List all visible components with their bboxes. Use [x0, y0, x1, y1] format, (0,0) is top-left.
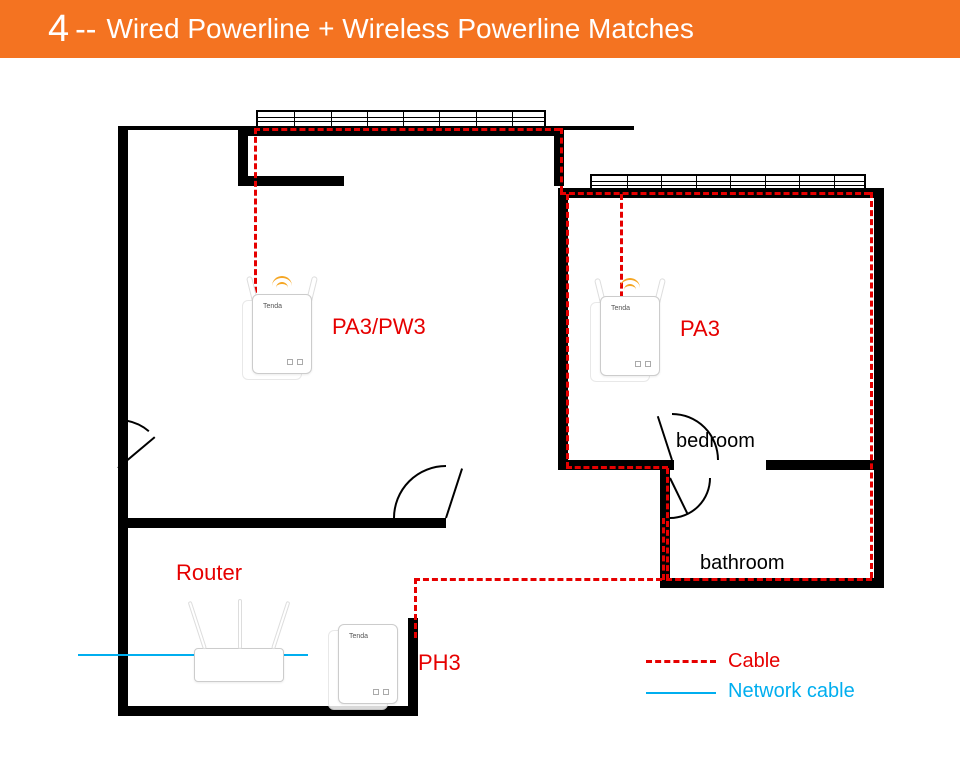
cable-segment	[414, 578, 662, 581]
device-port	[373, 689, 379, 695]
cable-segment	[414, 578, 417, 638]
device-brand: Tenda	[349, 633, 368, 640]
cable-segment	[870, 192, 873, 578]
cable-segment	[254, 128, 560, 131]
label-pa3: PA3	[680, 316, 720, 342]
device-pa3: Tenda	[600, 296, 660, 376]
device-port	[287, 359, 293, 365]
wall-segment	[410, 518, 446, 528]
router-device	[194, 648, 284, 682]
wall-segment	[766, 460, 884, 470]
diagram-canvas: Tenda Tenda Tenda PA3/PW3 PA3 PH3 Router…	[0, 58, 960, 759]
wall-thin	[564, 126, 634, 130]
legend-cable-line	[646, 660, 716, 663]
cable-segment	[666, 578, 872, 581]
device-brand: Tenda	[263, 303, 282, 310]
device-pa3pw3: Tenda	[252, 294, 312, 374]
wall-segment	[118, 126, 128, 716]
header-number: 4	[48, 8, 69, 51]
label-ph3: PH3	[418, 650, 461, 676]
wifi-icon	[624, 284, 636, 290]
wifi-icon	[276, 282, 288, 288]
device-port	[635, 361, 641, 367]
wall-segment	[874, 188, 884, 588]
header-dash: --	[75, 11, 96, 48]
header-title: Wired Powerline + Wireless Powerline Mat…	[106, 13, 693, 45]
router-antenna-2	[238, 599, 242, 649]
cable-segment	[566, 194, 569, 468]
header-bar: 4 -- Wired Powerline + Wireless Powerlin…	[0, 0, 960, 58]
room-bathroom: bathroom	[700, 552, 785, 575]
legend-network-line	[646, 692, 716, 694]
device-port	[297, 359, 303, 365]
device-brand: Tenda	[611, 305, 630, 312]
legend-network-text: Network cable	[728, 680, 855, 703]
router-antenna-1	[188, 601, 207, 650]
device-port	[383, 689, 389, 695]
wall-segment	[118, 518, 418, 528]
label-pa3pw3: PA3/PW3	[332, 314, 426, 340]
router-antenna-3	[271, 601, 290, 650]
room-bedroom: bedroom	[676, 430, 755, 453]
cable-segment	[560, 192, 870, 195]
legend-cable-text: Cable	[728, 650, 780, 673]
cable-segment	[666, 468, 669, 580]
device-port	[645, 361, 651, 367]
cable-segment	[662, 518, 665, 580]
label-router: Router	[176, 560, 242, 586]
cable-segment	[566, 466, 668, 469]
cable-segment	[560, 128, 563, 192]
wall-thin	[118, 126, 244, 130]
device-ph3: Tenda	[338, 624, 398, 704]
